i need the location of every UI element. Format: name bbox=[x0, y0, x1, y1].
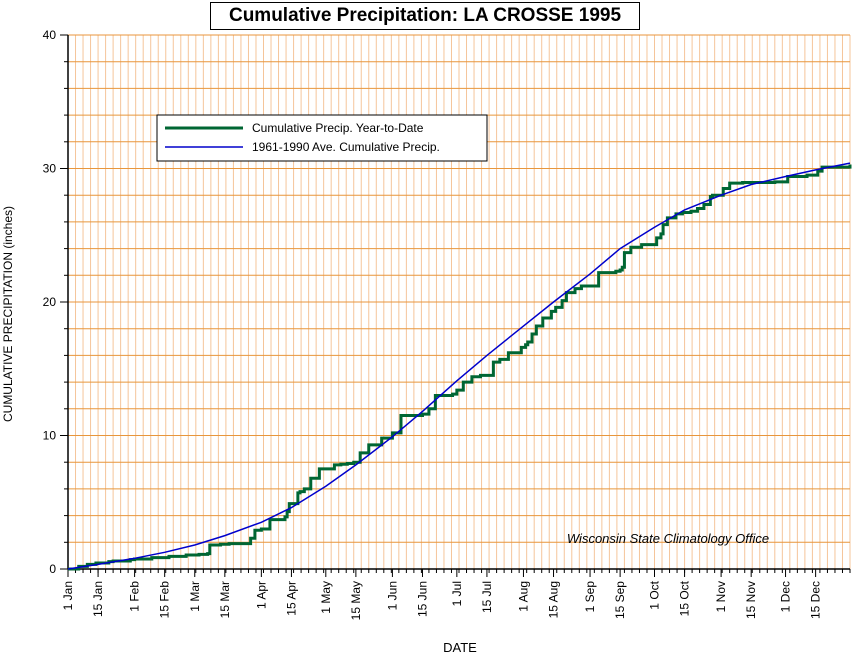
source-annotation: Wisconsin State Climatology Office bbox=[567, 531, 769, 546]
legend-entry-label: 1961-1990 Ave. Cumulative Precip. bbox=[252, 140, 440, 154]
x-tick-label: 1 Feb bbox=[128, 581, 142, 612]
x-tick-label: 1 Jun bbox=[385, 581, 399, 610]
y-tick-label: 10 bbox=[43, 429, 57, 443]
x-tick-label: 1 Nov bbox=[714, 581, 728, 612]
y-axis-label: CUMULATIVE PRECIPITATION (inches) bbox=[1, 206, 15, 422]
x-tick-label: 1 Aug bbox=[516, 581, 530, 612]
x-tick-label: 1 Mar bbox=[188, 581, 202, 612]
x-tick-label: 15 Nov bbox=[744, 581, 758, 619]
x-tick-label: 15 May bbox=[349, 581, 363, 620]
x-tick-label: 15 Jul bbox=[480, 581, 494, 613]
series-lines bbox=[67, 162, 852, 571]
x-tick-label: 15 Dec bbox=[809, 581, 823, 619]
x-tick-label: 1 Dec bbox=[779, 581, 793, 612]
series-line-year-to-date bbox=[68, 164, 852, 571]
chart-title: Cumulative Precipitation: LA CROSSE 1995 bbox=[210, 2, 640, 30]
series-line-average bbox=[67, 162, 851, 570]
legend-box bbox=[156, 114, 488, 162]
x-tick-label: 15 Apr bbox=[284, 581, 298, 616]
y-tick-label: 0 bbox=[49, 562, 56, 576]
y-tick-label: 40 bbox=[43, 28, 57, 42]
legend-entry-label: Cumulative Precip. Year-to-Date bbox=[252, 121, 424, 135]
y-tick-label: 30 bbox=[43, 162, 57, 176]
x-axis-label: DATE bbox=[443, 640, 477, 655]
x-tick-label: 15 Jan bbox=[91, 581, 105, 617]
legend: Cumulative Precip. Year-to-Date 1961-1990… bbox=[156, 114, 488, 162]
x-tick-label: 15 Jun bbox=[415, 581, 429, 617]
gridlines bbox=[67, 34, 851, 570]
axes: 0 10 20 30 40 1 Jan 15 Jan 1 Feb 15 Feb 1 Mar 15 M… bbox=[43, 28, 851, 620]
x-tick-label: 15 Sep bbox=[613, 581, 627, 619]
x-tick-label: 1 Jan bbox=[61, 581, 75, 610]
y-tick-label: 20 bbox=[43, 295, 57, 309]
x-tick-label: 1 Apr bbox=[254, 581, 268, 609]
x-tick-label: 1 Oct bbox=[648, 580, 662, 609]
x-tick-label: 15 Aug bbox=[547, 581, 561, 618]
x-tick-label: 1 Sep bbox=[583, 581, 597, 613]
x-tick-label: 1 Jul bbox=[450, 581, 464, 606]
x-tick-label: 1 May bbox=[319, 581, 333, 614]
x-tick-label: 15 Oct bbox=[678, 580, 692, 616]
x-tick-label: 15 Mar bbox=[218, 581, 232, 618]
x-tick-label: 15 Feb bbox=[158, 581, 172, 619]
